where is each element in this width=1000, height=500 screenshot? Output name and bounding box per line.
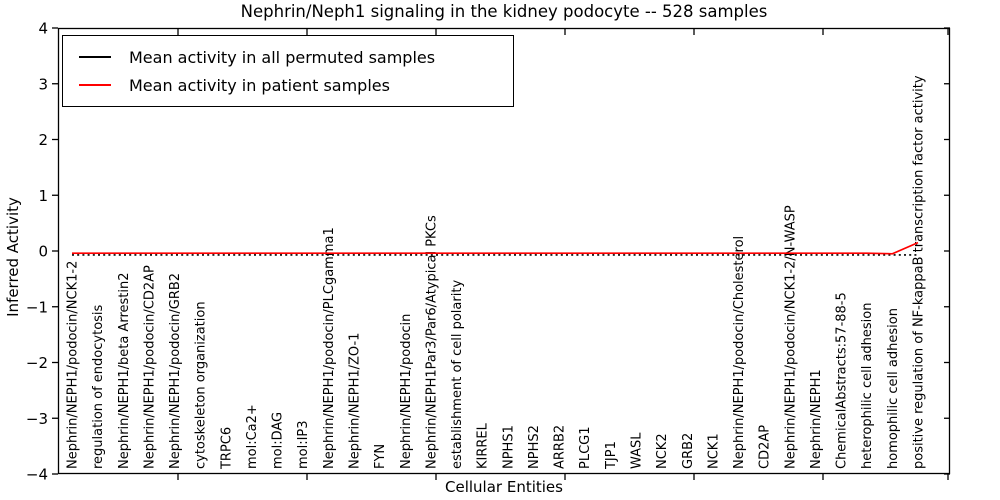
x-category-label: Nephrin/NEPH1/podocin/CD2AP bbox=[142, 265, 157, 469]
x-category-label: Nephrin/NEPH1 bbox=[809, 369, 824, 469]
y-tick-label: −3 bbox=[26, 410, 48, 428]
legend-label-permuted: Mean activity in all permuted samples bbox=[129, 47, 436, 67]
x-category-label: TRPC6 bbox=[219, 427, 234, 470]
x-category-label: KIRREL bbox=[476, 422, 491, 469]
legend-line-patient-icon bbox=[79, 84, 111, 86]
x-category-label: FYN bbox=[373, 444, 388, 469]
x-category-label: mol:IP3 bbox=[296, 420, 311, 469]
x-category-label: Nephrin/NEPH1/podocin/NCK1-2 bbox=[66, 261, 81, 469]
series-line-patient bbox=[72, 241, 919, 255]
x-category-label: GRB2 bbox=[681, 433, 696, 469]
x-category-label: mol:DAG bbox=[271, 412, 286, 469]
x-category-label: Nephrin/NEPH1/ZO-1 bbox=[348, 333, 363, 469]
x-category-label: NPHS1 bbox=[501, 425, 516, 469]
x-category-label: Nephrin/NEPH1/podocin/Cholesterol bbox=[732, 236, 747, 469]
x-category-label: regulation of endocytosis bbox=[91, 304, 106, 469]
y-tick-label: −4 bbox=[26, 466, 48, 484]
x-axis-label: Cellular Entities bbox=[445, 478, 563, 496]
legend-label-patient: Mean activity in patient samples bbox=[129, 75, 390, 95]
chart-title: Nephrin/Neph1 signaling in the kidney po… bbox=[240, 2, 768, 21]
x-category-label: cytoskeleton organization bbox=[194, 301, 209, 469]
x-category-label: Nephrin/NEPH1/podocin bbox=[399, 314, 414, 469]
x-category-label: WASL bbox=[630, 432, 645, 469]
x-category-label: PLCG1 bbox=[578, 426, 593, 469]
x-category-label: Nephrin/NEPH1/beta Arrestin2 bbox=[117, 273, 132, 470]
x-category-label: ARRB2 bbox=[553, 425, 568, 469]
y-tick-label: −2 bbox=[26, 354, 48, 372]
x-category-label: Nephrin/NEPH1Par3/Par6/Atypical PKCs bbox=[424, 215, 439, 469]
x-category-label: positive regulation of NF-kappaB transcr… bbox=[912, 75, 927, 469]
y-tick-label: 3 bbox=[38, 75, 48, 93]
y-tick-label: 4 bbox=[38, 20, 48, 38]
legend-item-permuted: Mean activity in all permuted samples bbox=[63, 43, 503, 71]
x-category-label: Nephrin/NEPH1/podocin/PLCgamma1 bbox=[322, 227, 337, 469]
x-category-label: ChemicalAbstracts:57-88-5 bbox=[835, 292, 850, 469]
x-category-label: homophilic cell adhesion bbox=[886, 308, 901, 469]
x-category-label: mol:Ca2+ bbox=[245, 404, 260, 469]
legend-line-permuted-icon bbox=[79, 56, 111, 58]
x-category-label: NPHS2 bbox=[527, 425, 542, 469]
legend-item-patient: Mean activity in patient samples bbox=[63, 71, 503, 99]
x-category-label: NCK2 bbox=[655, 433, 670, 469]
y-tick-label: 1 bbox=[38, 187, 48, 205]
x-category-label: Nephrin/NEPH1/podocin/GRB2 bbox=[168, 273, 183, 469]
x-category-label: CD2AP bbox=[758, 425, 773, 469]
x-category-label: heterophilic cell adhesion bbox=[860, 303, 875, 470]
y-tick-label: −1 bbox=[26, 298, 48, 316]
y-tick-label: 0 bbox=[38, 243, 48, 261]
y-tick-label: 2 bbox=[38, 131, 48, 149]
x-category-label: TJP1 bbox=[604, 441, 619, 470]
legend: Mean activity in all permuted samples Me… bbox=[62, 35, 514, 107]
x-category-label: Nephrin/NEPH1/podocin/NCK1-2/N-WASP bbox=[783, 205, 798, 469]
x-category-label: establishment of cell polarity bbox=[450, 280, 465, 469]
x-category-label: NCK1 bbox=[706, 433, 721, 469]
